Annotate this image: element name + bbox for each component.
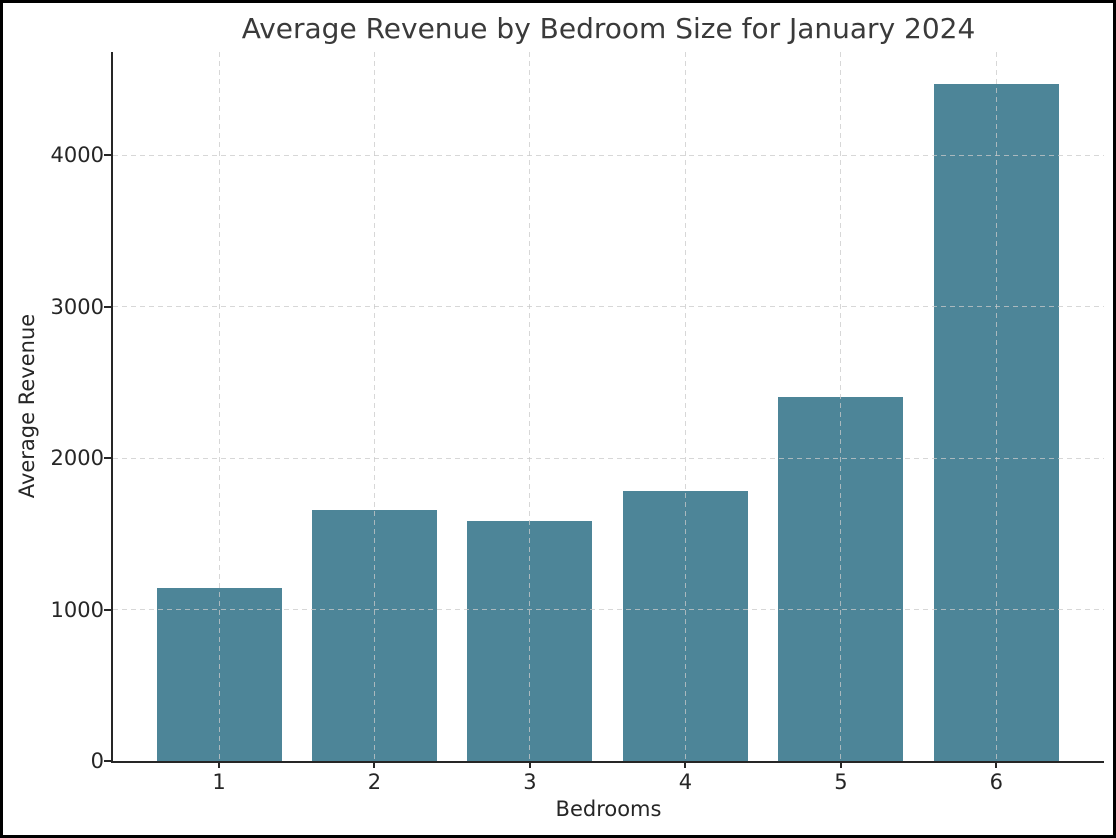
x-axis-spine [111, 761, 1104, 763]
vertical-gridline [529, 52, 531, 761]
x-tick-mark [839, 761, 842, 768]
y-tick-label: 3000 [50, 294, 104, 319]
y-tick-mark [104, 305, 111, 308]
y-tick-mark [104, 608, 111, 611]
x-tick-mark [373, 761, 376, 768]
x-axis-label: Bedrooms [555, 797, 662, 821]
x-tick-label: 2 [367, 770, 382, 794]
horizontal-gridline [113, 306, 1104, 307]
x-tick-label: 3 [523, 770, 537, 794]
plot-area [104, 52, 1104, 768]
vertical-gridline [684, 52, 686, 761]
y-tick-mark [104, 457, 111, 459]
vertical-gridline [218, 52, 220, 761]
x-tick-mark [995, 761, 998, 768]
x-tick-label: 5 [834, 770, 848, 794]
y-tick-label: 1000 [50, 597, 104, 622]
vertical-gridline [995, 52, 997, 761]
vertical-gridline [373, 52, 375, 761]
x-tick-label: 4 [678, 770, 693, 794]
horizontal-gridline [113, 457, 1104, 459]
horizontal-gridline [113, 609, 1104, 610]
y-axis-spine [111, 52, 113, 761]
chart-title: Average Revenue by Bedroom Size for Janu… [241, 12, 976, 45]
x-tick-label: 6 [989, 770, 1004, 794]
y-tick-label: 0 [90, 749, 104, 773]
vertical-gridline [840, 52, 842, 761]
y-tick-mark [104, 760, 111, 762]
horizontal-gridline [113, 154, 1104, 156]
x-tick-mark [528, 761, 531, 768]
x-tick-mark [684, 761, 687, 768]
x-tick-label: 1 [212, 770, 226, 794]
x-tick-mark [218, 761, 220, 768]
y-tick-label: 2000 [50, 446, 104, 470]
y-tick-mark [104, 154, 111, 157]
y-tick-label: 4000 [50, 143, 104, 168]
